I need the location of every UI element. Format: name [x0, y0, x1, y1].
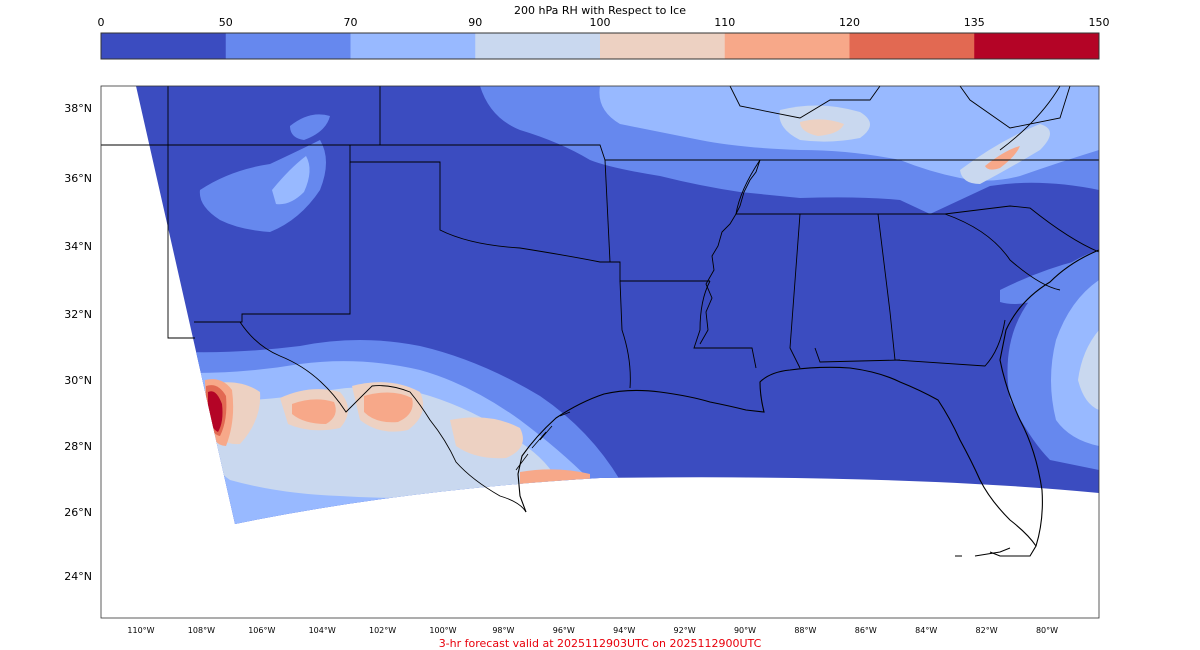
colorbar-border	[100, 32, 1100, 60]
latitude-label: 38°N	[64, 102, 92, 115]
latitude-label: 30°N	[64, 374, 92, 387]
rh-contour-110-sw1	[292, 399, 336, 424]
longitude-label: 108°W	[188, 626, 215, 635]
longitude-label: 86°W	[855, 626, 877, 635]
gulf-coastline	[517, 366, 1037, 557]
longitude-label: 84°W	[915, 626, 937, 635]
colorbar-bin	[974, 33, 1100, 59]
rh-contour-100-sw4	[450, 417, 523, 459]
colorbar-bin	[849, 33, 975, 59]
rh-contour-110-sw2	[364, 392, 413, 423]
florida-atlantic-coast	[999, 249, 1099, 547]
state-boundaries	[101, 86, 1099, 389]
longitude-label: 88°W	[794, 626, 816, 635]
colorbar-tick-label: 120	[839, 16, 860, 29]
rh-contour-110-south	[520, 469, 590, 494]
longitude-label: 104°W	[309, 626, 336, 635]
colorbar-tick-label: 0	[97, 16, 105, 29]
longitude-label: 80°W	[1036, 626, 1058, 635]
latitude-label: 32°N	[64, 308, 92, 321]
longitude-label: 92°W	[674, 626, 696, 635]
mississippi-river	[699, 159, 761, 345]
rio-grande-border	[194, 321, 527, 513]
rh-contour-70-se	[1051, 280, 1099, 446]
rh-contour-50-nw	[199, 140, 326, 232]
longitude-label: 94°W	[613, 626, 635, 635]
longitude-label: 106°W	[248, 626, 275, 635]
rh-contour-90-se	[1078, 330, 1099, 410]
colorbar-tick-label: 150	[1088, 16, 1110, 29]
colorbar-bin	[225, 33, 351, 59]
map-frame	[100, 85, 1100, 619]
rh-contour-70-nw	[272, 156, 310, 205]
latitude-label: 26°N	[64, 506, 92, 519]
colorbar-bin	[475, 33, 601, 59]
longitude-labels: 110°W 108°W 106°W 104°W 102°W 100°W 98°W 96°W 94…	[127, 626, 1058, 635]
colorbar-tick-label: 70	[343, 16, 358, 29]
latitude-label: 24°N	[64, 570, 92, 583]
colorbar-tick-label: 135	[963, 16, 985, 29]
rh-contour-50-nw2	[290, 114, 330, 140]
colorbar-title: 200 hPa RH with Respect to Ice	[514, 4, 686, 17]
colorbar-tick-label: 110	[714, 16, 736, 29]
colorbar	[100, 32, 1100, 60]
colorbar-bin	[350, 33, 476, 59]
colorbar-bin	[600, 33, 726, 59]
longitude-label: 100°W	[429, 626, 456, 635]
longitude-label: 82°W	[976, 626, 998, 635]
longitude-label: 110°W	[127, 626, 154, 635]
colorbar-bin	[101, 33, 227, 59]
longitude-label: 96°W	[553, 626, 575, 635]
rh-contour-110-ky	[985, 146, 1020, 170]
texas-coast-detail	[515, 411, 571, 471]
colorbar-tick-label: 100	[589, 16, 611, 29]
colorbar-bin	[724, 33, 850, 59]
keys-islands	[955, 547, 1011, 557]
longitude-label: 102°W	[369, 626, 396, 635]
rh-contour-90-sw	[190, 386, 560, 498]
latitude-label: 34°N	[64, 240, 92, 253]
colorbar-tick-label: 90	[468, 16, 483, 29]
forecast-valid-label: 3-hr forecast valid at 2025112903UTC on …	[438, 637, 762, 650]
rh-contour-100-north	[800, 119, 844, 136]
colorbar-tick-label: 50	[218, 16, 233, 29]
latitude-label: 28°N	[64, 440, 92, 453]
latitude-label: 36°N	[64, 172, 92, 185]
longitude-label: 98°W	[492, 626, 514, 635]
longitude-label: 90°W	[734, 626, 756, 635]
latitude-labels: 38°N 36°N 34°N 32°N 30°N 28°N 26°N 24°N	[64, 102, 92, 583]
